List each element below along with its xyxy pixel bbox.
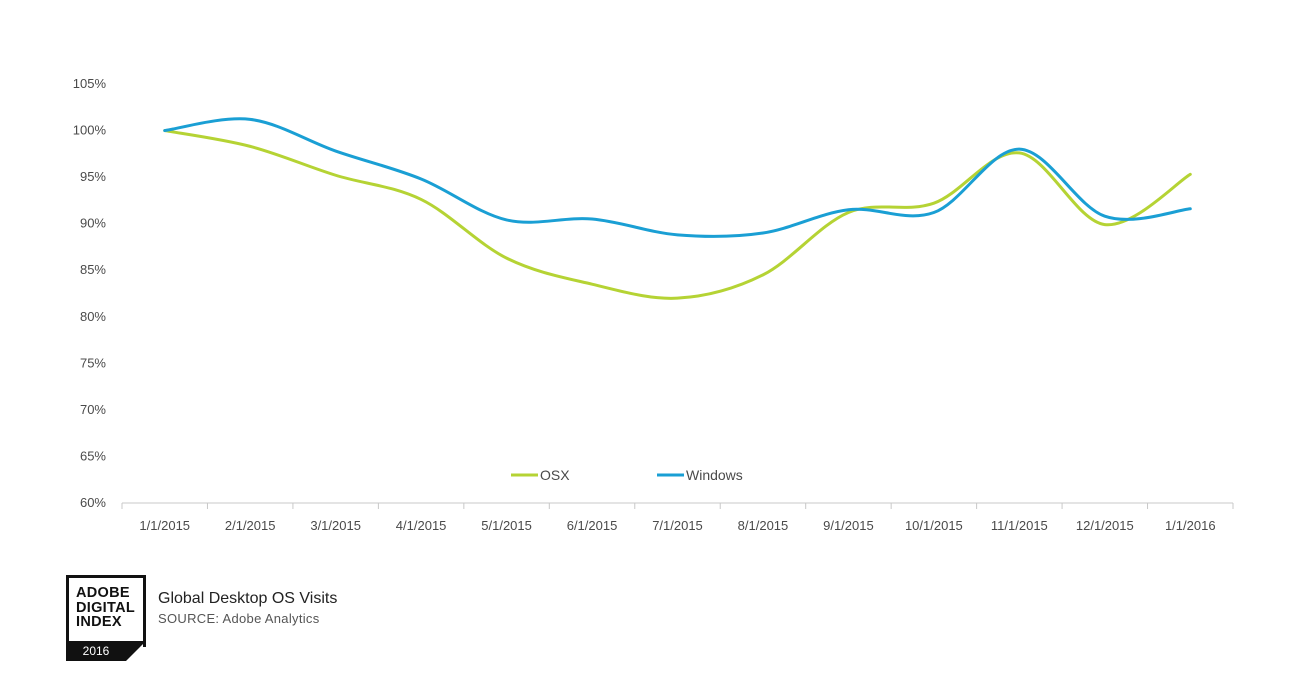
series-group: [163, 117, 1192, 300]
y-tick-label: 60%: [80, 495, 106, 510]
logo-line-1: ADOBE: [76, 585, 130, 601]
y-tick-label: 75%: [80, 355, 106, 370]
y-tick-label: 80%: [80, 309, 106, 324]
y-tick-label: 85%: [80, 262, 106, 277]
adobe-digital-index-logo: ADOBE DIGITAL INDEX 2016: [66, 575, 152, 661]
x-tick-label: 10/1/2015: [905, 518, 963, 533]
x-tick-label: 8/1/2015: [738, 518, 789, 533]
x-tick-label: 9/1/2015: [823, 518, 874, 533]
logo-corner: [126, 641, 146, 661]
chart-source: SOURCE: Adobe Analytics: [158, 611, 320, 626]
y-tick-label: 100%: [73, 123, 107, 138]
logo-line-2: DIGITAL: [76, 599, 136, 616]
logo-frame: [66, 575, 146, 647]
series-line-windows: [163, 117, 1192, 238]
x-tick-label: 5/1/2015: [481, 518, 532, 533]
logo-text: ADOBE DIGITAL INDEX: [66, 586, 135, 630]
chart-caption: Global Desktop OS Visits SOURCE: Adobe A…: [158, 590, 337, 626]
legend-label-windows: Windows: [686, 467, 743, 483]
logo-line-3: INDEX: [76, 614, 122, 630]
logo-year: 2016: [66, 641, 126, 661]
y-tick-label: 95%: [80, 169, 106, 184]
x-tick-label: 6/1/2015: [567, 518, 618, 533]
x-tick-label: 2/1/2015: [225, 518, 276, 533]
x-tick-label: 12/1/2015: [1076, 518, 1134, 533]
legend: OSX Windows: [511, 467, 743, 483]
y-tick-label: 70%: [80, 402, 106, 417]
x-tick-label: 3/1/2015: [310, 518, 361, 533]
series-line-osx: [163, 129, 1192, 300]
y-tick-label: 65%: [80, 448, 106, 463]
x-tick-label: 11/1/2015: [991, 518, 1048, 533]
y-axis: 60% 65% 70% 75% 80% 85% 90% 95% 100% 105%: [73, 76, 107, 510]
x-tick-label: 1/1/2015: [139, 518, 190, 533]
y-tick-label: 90%: [80, 216, 106, 231]
legend-label-osx: OSX: [540, 467, 570, 483]
x-tick-label: 4/1/2015: [396, 518, 447, 533]
chart-title: Global Desktop OS Visits: [158, 590, 338, 607]
x-tick-label: 1/1/2016: [1165, 518, 1216, 533]
x-tick-label: 7/1/2015: [652, 518, 703, 533]
y-tick-label: 105%: [73, 76, 107, 91]
x-axis: 1/1/2015 2/1/2015 3/1/2015 4/1/2015 5/1/2015…: [121, 502, 1234, 533]
